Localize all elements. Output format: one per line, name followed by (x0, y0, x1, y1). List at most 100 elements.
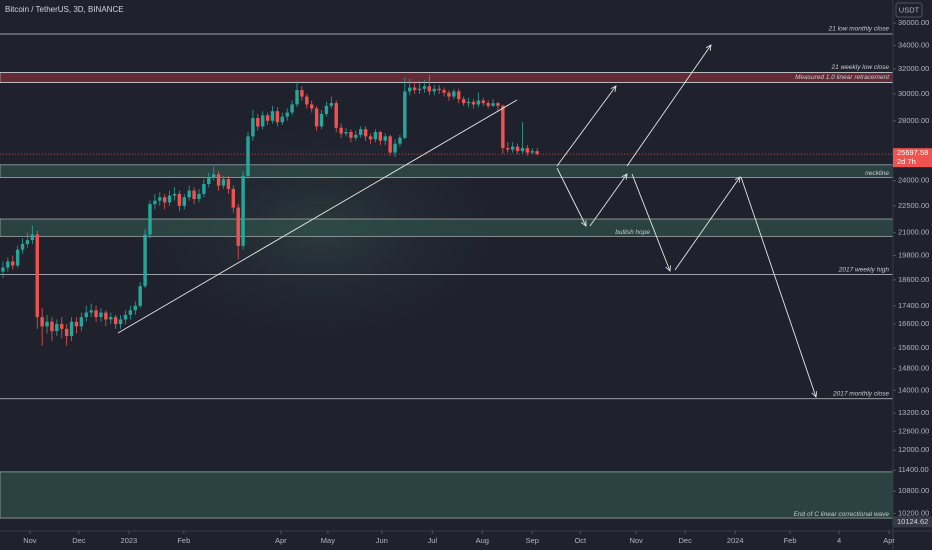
level-label: 2017 monthly close (832, 390, 889, 397)
x-tick-label: Dec (679, 536, 693, 545)
candle-body (99, 312, 103, 318)
candle-body (481, 100, 485, 104)
candle-body (324, 105, 329, 114)
currency-box[interactable] (895, 2, 923, 18)
x-tick-label: Oct (574, 536, 587, 545)
candle-body (1, 267, 5, 272)
candle-body (207, 177, 211, 184)
zone (0, 471, 894, 519)
candle-body (368, 136, 373, 140)
y-tick-label: 12000.00 (898, 445, 929, 454)
candle-body (221, 179, 226, 186)
candle-body (11, 261, 15, 266)
y-tick-label: 13200.00 (898, 408, 929, 417)
candle-body (167, 195, 172, 203)
chart-title: Bitcoin / TetherUS, 3D, BINANCE (5, 5, 124, 14)
candle-body (182, 197, 187, 206)
candle-body (153, 200, 157, 205)
candle-body (280, 116, 285, 123)
bottom-price-box (893, 516, 932, 528)
drawings (117, 45, 816, 397)
y-tick-label: 10200.00 (898, 508, 929, 517)
candle-body (231, 188, 236, 208)
y-tick-label: 21000.00 (898, 228, 929, 237)
level-label: 21 weekly low close (831, 64, 890, 71)
candle-body (486, 103, 490, 106)
candle-body (344, 132, 348, 134)
trendline (117, 99, 518, 334)
currency[interactable]: USDT (899, 5, 920, 14)
candle-body (35, 234, 39, 318)
candle-body (69, 321, 74, 336)
candle-body (530, 151, 534, 153)
arrow (740, 176, 816, 397)
y-tick-label: 14000.00 (898, 385, 929, 394)
candle-body (104, 312, 108, 320)
candle-body (197, 193, 201, 199)
y-tick-label: 16600.00 (898, 319, 929, 328)
candle-body (138, 286, 142, 306)
candle-body (383, 136, 387, 141)
bottom-price-label: 10124.62 (897, 517, 928, 526)
zone (0, 164, 894, 178)
y-tick-label: 11400.00 (898, 465, 929, 474)
candle-body (510, 146, 515, 150)
candle-body (256, 118, 260, 127)
candle-body (118, 319, 123, 325)
candle-body (329, 103, 334, 106)
x-tick-label: Feb (177, 536, 190, 545)
x-tick-label: Jun (376, 536, 388, 545)
candle-body (113, 317, 118, 325)
x-tick-label: Aug (476, 536, 489, 545)
candle-body (447, 92, 451, 97)
candle-body (506, 148, 510, 150)
level-label: Measured 1.0 linear retracement (795, 74, 890, 81)
candle-body (491, 103, 495, 106)
y-tick-label: 17400.00 (898, 301, 929, 310)
candle-body (275, 111, 280, 123)
y-tick-label: 15600.00 (898, 343, 929, 352)
candle-body (177, 193, 182, 206)
x-tick-label: Apr (883, 536, 895, 545)
candle-body (94, 310, 98, 318)
candle-body (133, 305, 137, 311)
x-tick-label: 4 (837, 536, 841, 545)
candle-body (388, 136, 392, 153)
candle-body (393, 143, 397, 153)
candle-body (525, 148, 530, 153)
candle-body (334, 103, 338, 128)
candle-body (241, 175, 245, 246)
countdown: 2d 7h (897, 157, 916, 166)
x-tick-label: 2024 (727, 536, 744, 545)
candle-body (6, 261, 10, 268)
candle-body (265, 115, 270, 121)
candle-body (501, 105, 505, 149)
arrow (626, 45, 711, 167)
x-tick-label: Dec (72, 536, 86, 545)
candle-body (442, 90, 446, 93)
candle-body (40, 317, 44, 327)
candle-body (466, 101, 471, 104)
candle-body (192, 190, 196, 199)
candle-body (172, 193, 177, 196)
candle-body (251, 118, 255, 137)
candle-body (398, 137, 402, 144)
x-tick-label: Feb (784, 536, 797, 545)
candle-body (476, 100, 481, 105)
x-tick-label: Jul (427, 536, 437, 545)
last-price-label: 25697.58 (897, 148, 928, 157)
candle-body (408, 87, 412, 92)
zone-label: End of C linear correctional wave (794, 511, 890, 518)
candle-body (25, 240, 30, 244)
y-tick-label: 14800.00 (898, 364, 929, 373)
candle-body (319, 113, 324, 127)
candle-body (285, 112, 289, 117)
y-tick-label: 18600.00 (898, 275, 929, 284)
candle-body (79, 317, 84, 327)
candle-body (109, 317, 113, 320)
candle-body (515, 146, 520, 152)
candle-body (55, 324, 59, 332)
candle-body (427, 86, 432, 92)
candle-body (314, 108, 319, 127)
